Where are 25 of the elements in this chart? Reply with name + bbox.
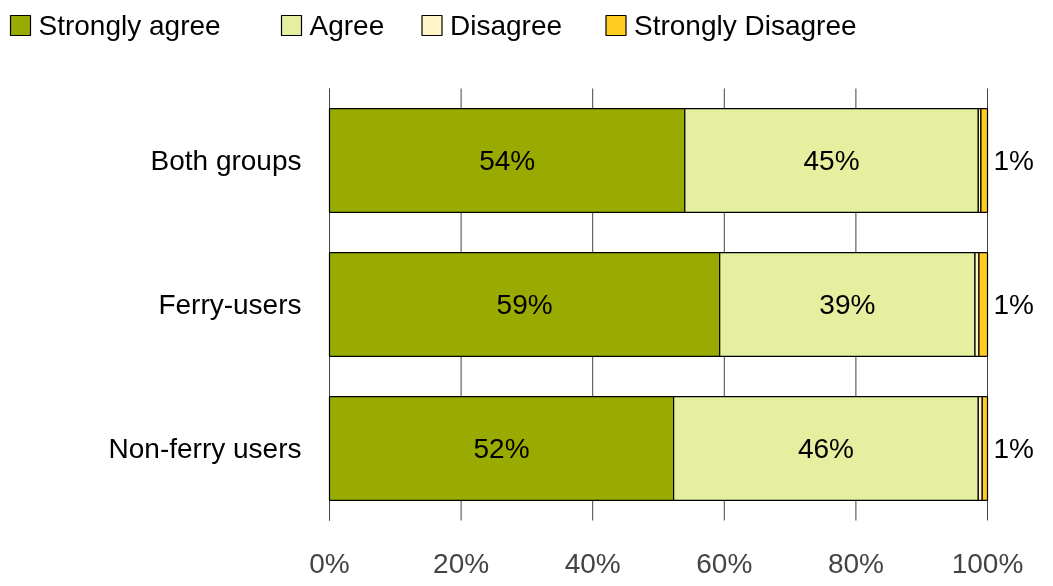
x-tick-label: 100%: [951, 547, 1024, 579]
legend-label: Agree: [309, 10, 385, 41]
y-tick-label: Non-ferry users: [108, 433, 302, 464]
x-tick-label: 0%: [309, 547, 350, 579]
data-label: 54%: [479, 145, 536, 176]
x-tick-label: 40%: [564, 547, 621, 579]
x-tick-label: 60%: [696, 547, 753, 579]
data-label: 1%: [993, 433, 1034, 464]
bar: [981, 396, 989, 501]
legend-label: Strongly Disagree: [634, 10, 857, 41]
bar: [978, 252, 989, 357]
legend-label: Disagree: [450, 10, 563, 41]
y-tick-label: Ferry-users: [158, 289, 302, 320]
data-label: 59%: [496, 289, 553, 320]
data-label: 45%: [803, 145, 860, 176]
data-label: 39%: [819, 289, 876, 320]
y-tick-label: Both groups: [150, 145, 302, 176]
legend-label: Strongly agree: [38, 10, 221, 41]
x-tick-label: 20%: [433, 547, 490, 579]
data-label: 52%: [473, 433, 530, 464]
data-label: 46%: [797, 433, 854, 464]
data-label: 1%: [993, 289, 1034, 320]
bar: [980, 108, 989, 213]
x-tick-label: 80%: [827, 547, 884, 579]
data-label: 1%: [993, 145, 1034, 176]
